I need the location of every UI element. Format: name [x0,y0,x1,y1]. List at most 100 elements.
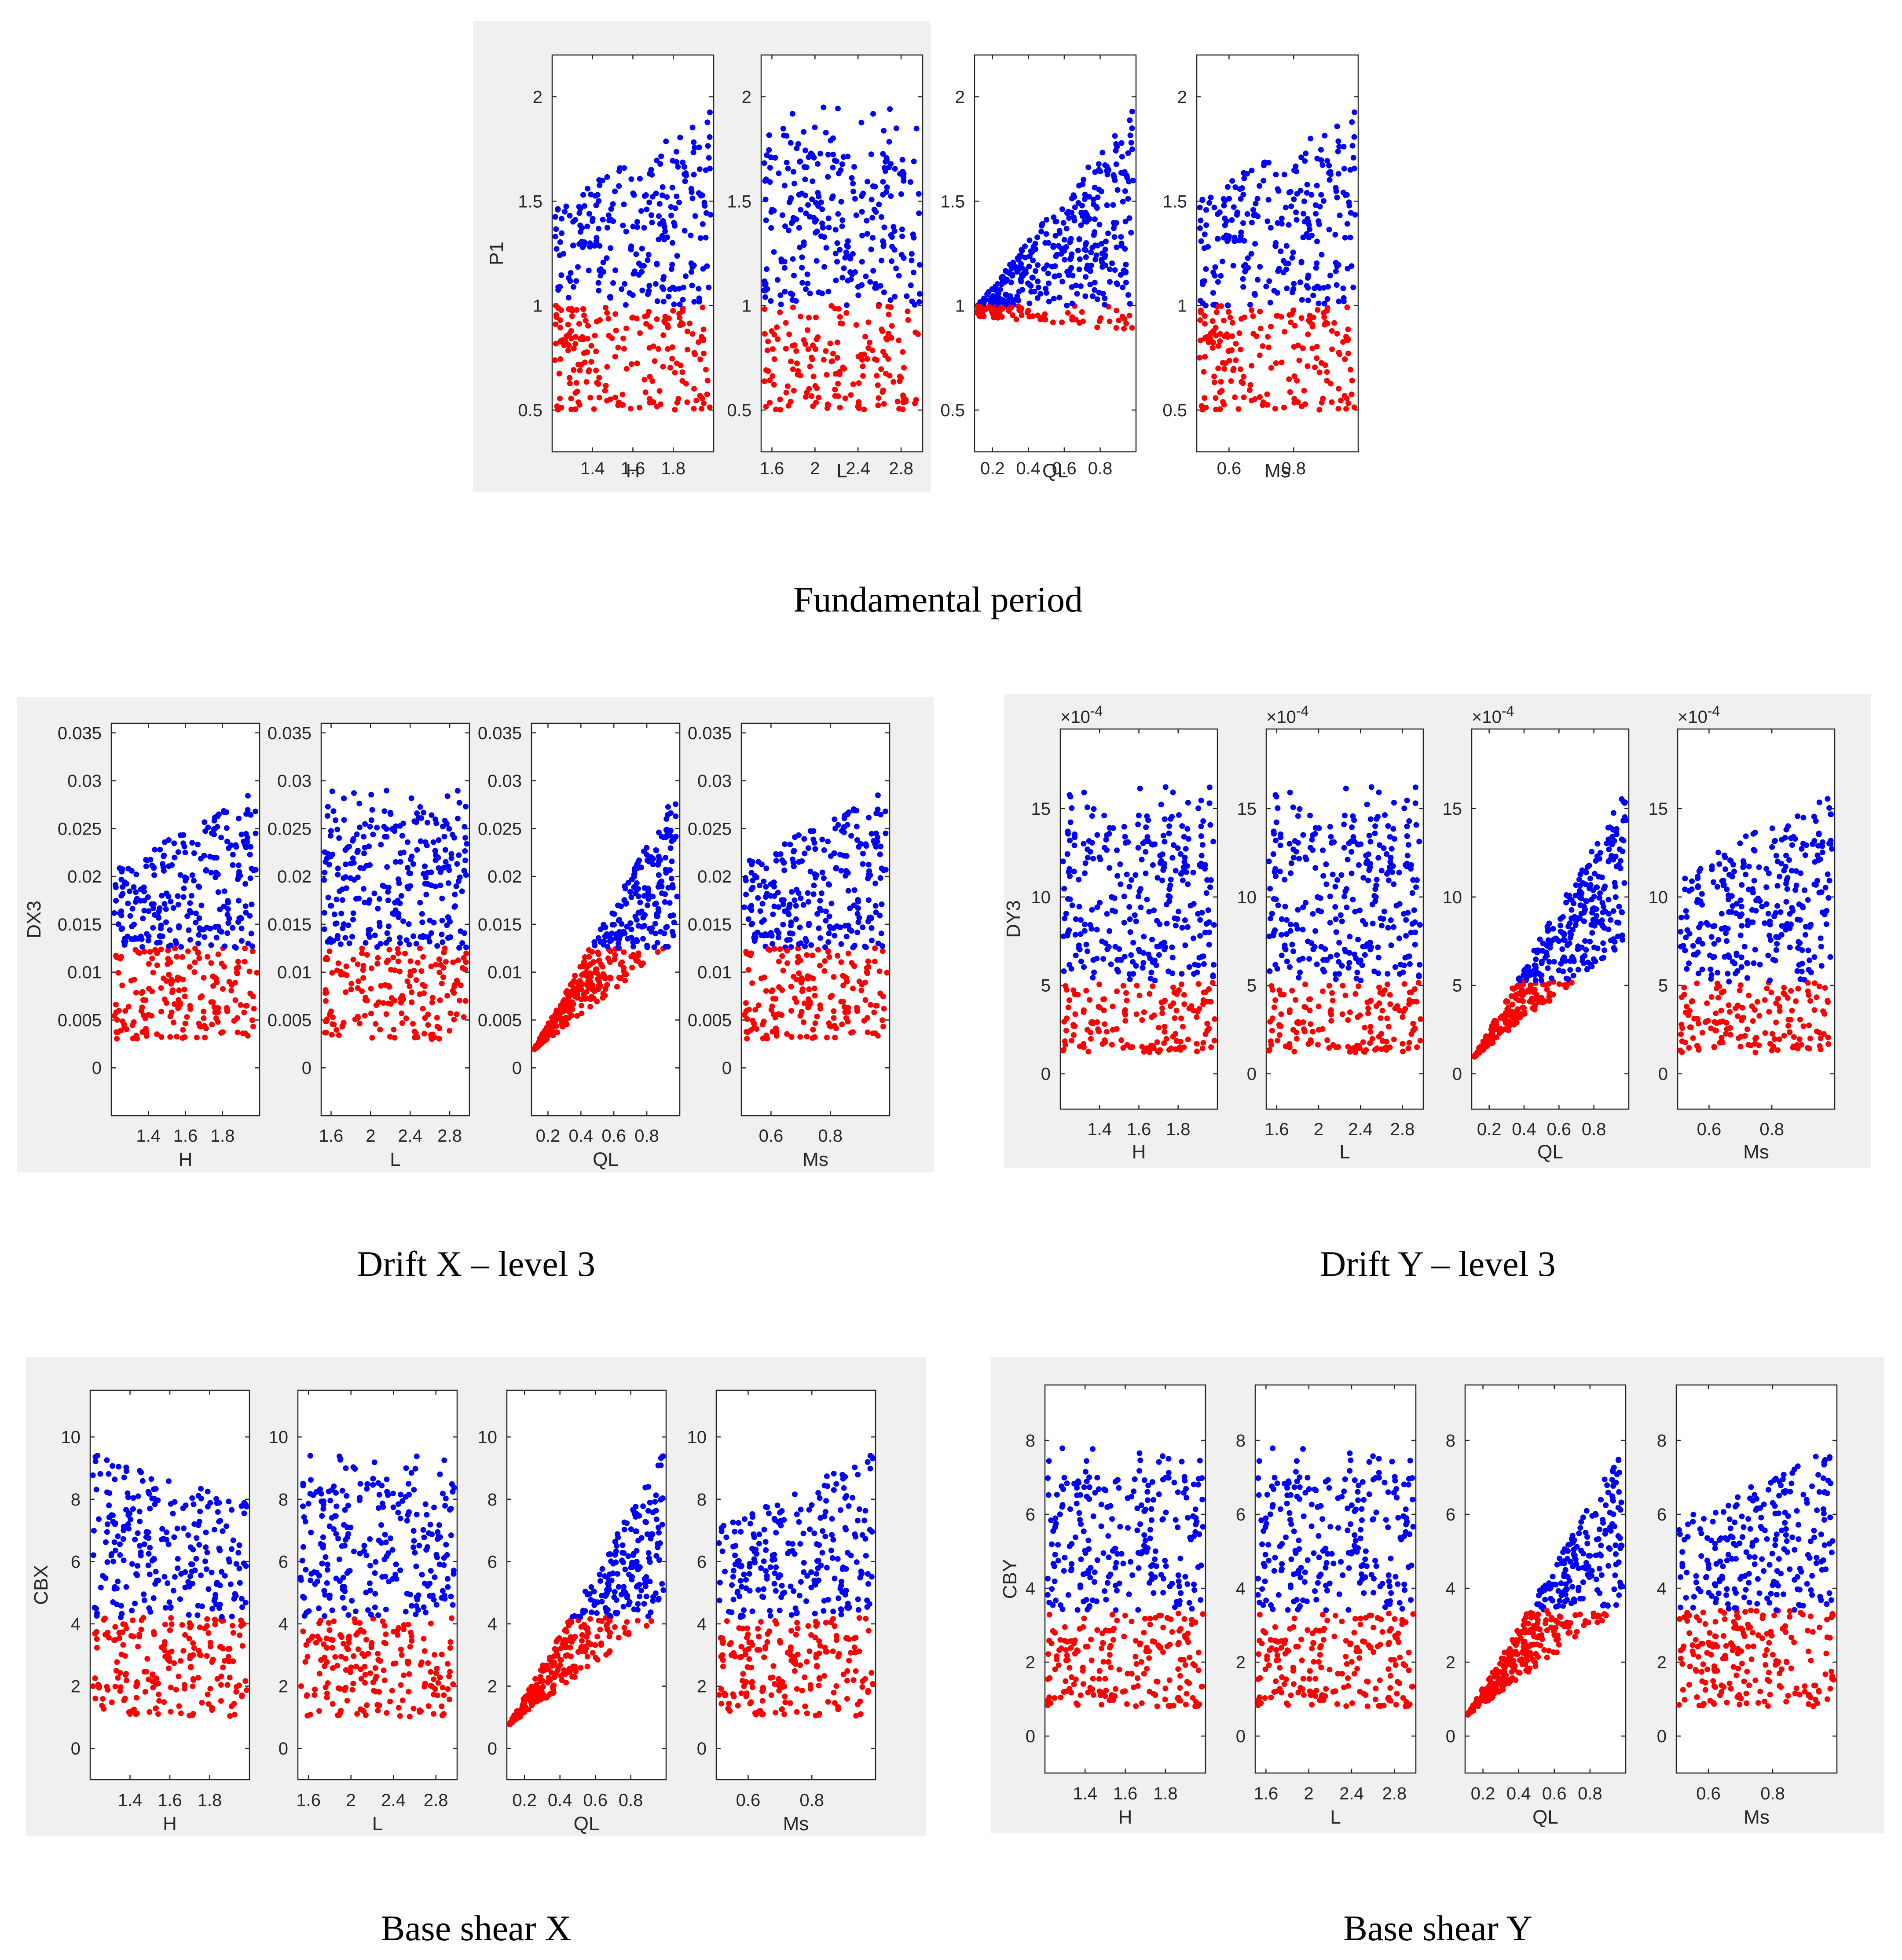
scatter-point-high [559,216,564,222]
scatter-point-high [341,817,347,823]
scatter-point-high [642,912,648,918]
x-tick-label: 0.2 [536,1126,561,1146]
scatter-point-low [868,1002,874,1008]
y-tick-label: 0.02 [487,867,522,887]
scatter-point-low [833,1025,839,1031]
scatter-point-high [832,250,839,256]
scatter-point-high [1232,184,1239,190]
scatter-point-high [605,943,611,949]
scatter-point-high [1060,858,1066,865]
scatter-point-high [907,179,913,185]
scatter-point-low [1314,355,1320,361]
scatter-point-high [1544,923,1550,930]
scatter-point-high [1392,964,1398,970]
scatter-point-low [779,953,785,959]
scatter-point-low [1301,1026,1307,1032]
scatter-point-low [1252,396,1258,402]
scatter-point-high [235,898,242,904]
y-tick-label: 0.03 [277,772,312,791]
scatter-point-high [1342,192,1349,198]
scatter-point-high [1058,251,1064,257]
scatter-point-high [1160,867,1166,873]
scatter-point-low [1363,1047,1369,1053]
scatter-point-low [652,358,658,364]
scatter-point-low [563,1021,569,1027]
scatter-point-high [1296,957,1302,963]
scatter-point-high [793,298,799,304]
scatter-point-high [1391,800,1397,806]
scatter-point-low [1322,362,1328,368]
scatter-point-high [1313,211,1319,217]
scatter-point-low [827,341,833,347]
scatter-point-low [1197,317,1203,323]
scatter-point-low [642,313,648,319]
scatter-point-low [571,367,577,373]
scatter-point-high [776,170,782,176]
scatter-point-high [1306,956,1312,962]
scatter-point-low [804,952,810,958]
scatter-point-high [187,937,193,943]
scatter-point-high [553,246,560,252]
scatter-point-low [1287,389,1293,395]
scatter-point-high [776,930,782,936]
scatter-point-high [652,920,658,927]
scatter-point-high [1158,802,1164,808]
scatter-point-high [1044,262,1050,268]
scatter-point-high [372,932,378,938]
scatter-point-high [1614,920,1620,926]
scatter-point-high [803,936,809,942]
scatter-point-high [1348,838,1354,844]
scatter-point-low [1412,1026,1418,1032]
scatter-point-high [410,861,416,867]
scatter-point-high [1198,853,1205,859]
scatter-point-low [1417,1037,1423,1044]
scatter-point-high [1138,905,1144,910]
scatter-point-low [879,326,885,333]
scatter-point-high [1601,886,1607,892]
scatter-point-high [1533,956,1539,962]
scatter-point-low [838,959,844,965]
scatter-point-high [238,938,245,944]
scatter-point-high [1318,157,1324,163]
scatter-point-low [1197,337,1203,344]
scatter-point-low [1376,1000,1382,1006]
scatter-point-high [663,925,669,931]
scatter-point-low [792,342,798,348]
scatter-point-high [1099,938,1105,945]
scatter-point-high [1174,916,1180,922]
scatter-point-high [825,881,832,887]
scatter-point-high [1096,221,1103,227]
scatter-point-low [378,983,384,989]
scatter-point-high [1345,857,1351,863]
scatter-point-high [1300,832,1306,838]
scatter-point-high [689,195,696,201]
scatter-point-high [188,909,194,916]
scatter-point-high [1086,194,1092,200]
scatter-point-low [887,373,893,379]
scatter-point-high [854,929,861,935]
scatter-point-high [1308,136,1314,142]
scatter-point-high [1344,905,1350,910]
y-tick-label: 0.03 [697,772,732,791]
scatter-point-high [845,244,851,250]
x-tick-label: 1.8 [1166,1120,1191,1139]
scatter-point-high [759,901,766,907]
scatter-point-high [869,938,875,944]
scatter-point-low [881,401,887,407]
scatter-point-high [1205,244,1211,250]
scatter-point-high [555,207,561,213]
scatter-point-high [893,265,899,271]
scatter-point-low [1201,369,1207,375]
scatter-point-low [869,347,876,353]
scatter-point-low [581,991,587,997]
scatter-point-high [591,939,597,945]
scatter-point-high [1332,971,1338,977]
scatter-point-high [1298,154,1305,161]
scatter-point-low [814,337,820,342]
scatter-point-low [131,977,137,983]
scatter-point-high [670,912,676,918]
scatter-point-high [659,192,665,198]
scatter-point-high [1032,240,1038,246]
scatter-point-high [175,849,181,855]
scatter-point-high [1323,861,1329,867]
